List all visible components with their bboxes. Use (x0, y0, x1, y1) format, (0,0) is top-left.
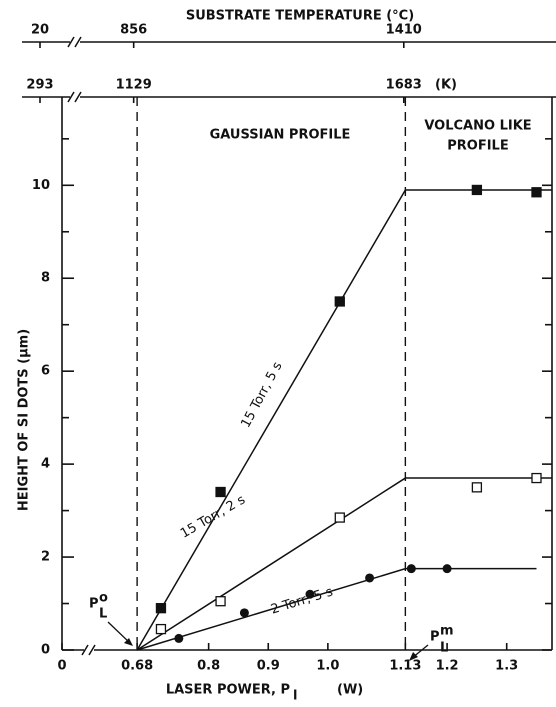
axis-breaks (67, 36, 96, 656)
top-tick-label: 293 (26, 78, 53, 93)
marker (155, 623, 167, 635)
x-tick-label: 0 (57, 659, 66, 674)
marker (365, 573, 375, 583)
x-tick-label: 1.3 (495, 659, 518, 674)
x-axis-label: LASER POWER, P (166, 683, 290, 698)
series: 15 Torr, 5 s (136, 184, 552, 651)
annotation-sub: L (99, 607, 107, 622)
marker (406, 564, 416, 574)
annotation: P o L (89, 591, 133, 646)
region-label: VOLCANO LIKE (424, 119, 531, 134)
x-axis-unit: (W) (337, 683, 363, 698)
series-label: 15 Torr, 2 s (178, 492, 248, 541)
marker (215, 486, 226, 498)
region-label: GAUSSIAN PROFILE (210, 128, 351, 143)
annotation-sup: o (99, 591, 108, 606)
marker (471, 184, 483, 196)
marker (239, 608, 249, 618)
x-tick-label: 1.2 (436, 659, 459, 674)
y-tick-label: 6 (41, 364, 50, 379)
y-tick-label: 4 (41, 457, 50, 472)
x-axis-label-sub: l (293, 689, 297, 704)
region-label: PROFILE (447, 139, 508, 154)
y-tick-label: 8 (41, 271, 50, 286)
top-title: SUBSTRATE TEMPERATURE (°C) (186, 9, 414, 24)
y-axis-label: HEIGHT OF SI DOTS (µm) (17, 329, 32, 511)
marker (215, 596, 226, 607)
y-tick-label: 2 (41, 550, 50, 565)
series-label: 2 Torr, 5 s (269, 584, 335, 617)
marker (531, 187, 542, 198)
marker (334, 512, 345, 523)
marker (442, 564, 452, 574)
fit-line (136, 567, 537, 651)
x-tick-label: 0.8 (197, 659, 220, 674)
top-tick-label: 1410 (386, 23, 422, 38)
marker (334, 296, 345, 307)
top-tick-label: 1129 (116, 78, 152, 93)
marker (155, 603, 167, 614)
series-label: 15 Torr, 5 s (238, 359, 285, 430)
x-tick-label: 0.68 (121, 659, 153, 674)
marker (305, 589, 315, 599)
annotation: P m L (409, 624, 454, 661)
top-tick-label: 1683 (386, 78, 422, 93)
annotation-text: P (430, 630, 440, 645)
y-tick-label: 10 (32, 178, 50, 193)
top-tick-label: 856 (120, 23, 147, 38)
marker (471, 482, 483, 493)
fit-line (136, 477, 552, 651)
annotation-sub: L (440, 641, 448, 656)
top-tick-label: 20 (31, 23, 49, 38)
x-tick-label: 1.13 (389, 659, 421, 674)
y-tick-label: 0 (41, 643, 50, 658)
x-tick-label: 0.9 (257, 659, 280, 674)
series: 15 Torr, 2 s (136, 472, 552, 651)
kelvin-unit: (K) (435, 78, 457, 93)
marker (174, 633, 184, 643)
marker (531, 472, 542, 484)
x-tick-label: 1.0 (316, 659, 339, 674)
series: 2 Torr, 5 s (136, 564, 537, 651)
annotation-text: P (89, 597, 99, 612)
annotation-sup: m (440, 624, 454, 639)
fit-line (136, 189, 552, 651)
